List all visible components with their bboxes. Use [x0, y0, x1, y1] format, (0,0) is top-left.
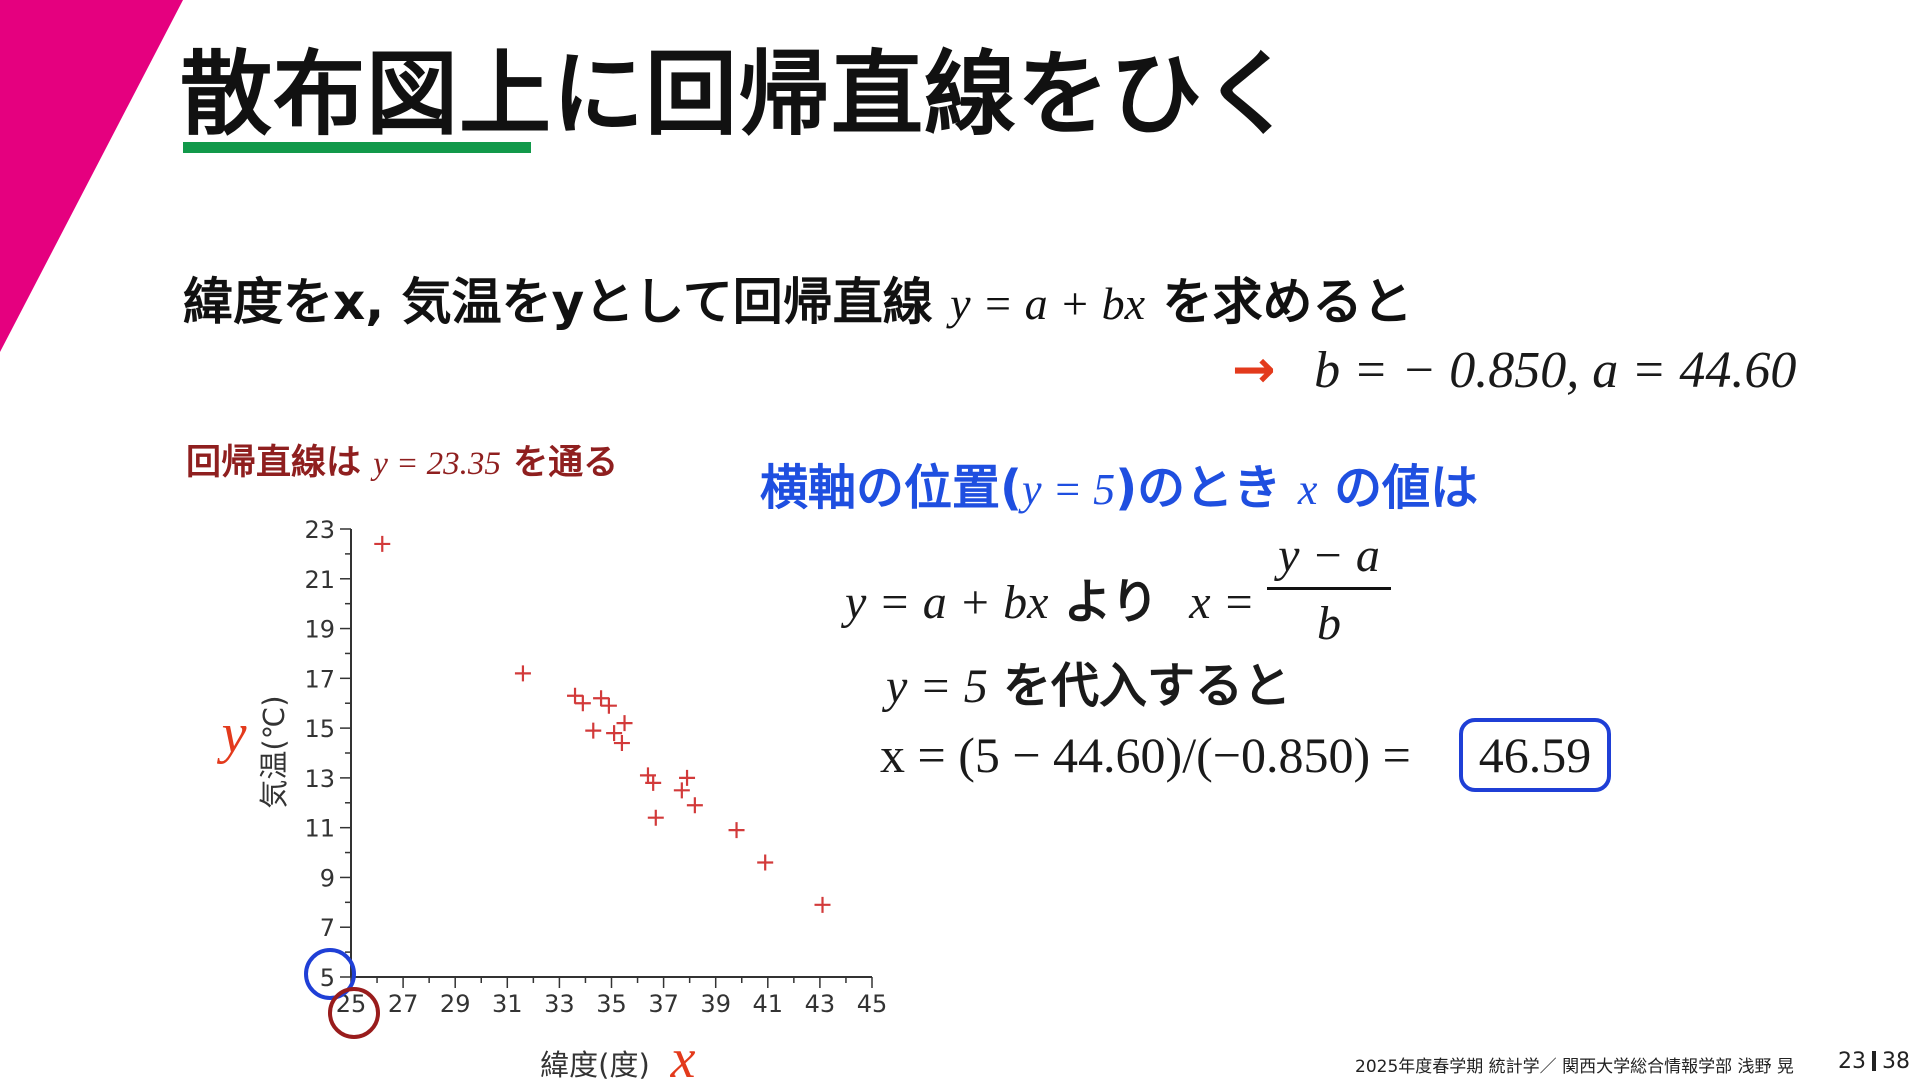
data-point: [574, 695, 591, 712]
fraction-bar: [1267, 587, 1391, 590]
x-tick-label: 41: [753, 990, 784, 1018]
y-axis-label: 気温(℃): [257, 695, 291, 808]
regression-note-formula: y = 23.35: [373, 446, 501, 482]
eq1-jp: より: [1063, 574, 1159, 630]
data-point: [606, 725, 623, 742]
data-point: [593, 690, 610, 707]
question-formula: y = 5: [1021, 465, 1116, 514]
equation-line-1: y = a + bx より x =: [845, 562, 1255, 632]
question-var: x: [1297, 465, 1318, 514]
data-point: [600, 697, 617, 714]
intro-sentence: 緯度をx, 気温をyとして回帰直線 y = a + bx を求めると: [183, 262, 1413, 334]
intro-formula: y = a + bx: [950, 278, 1146, 329]
eq1-lhs: x =: [1189, 576, 1255, 629]
question-line: 横軸の位置(y = 5)のとき x の値は: [760, 448, 1478, 518]
data-point: [374, 535, 391, 552]
x-tick-label: 35: [596, 990, 627, 1018]
data-point: [616, 715, 633, 732]
y-tick-label: 9: [320, 864, 335, 892]
question-pre: 横軸の位置(: [760, 460, 1022, 516]
y-tick-label: 7: [320, 914, 335, 942]
page-number: 23 38: [1838, 1049, 1910, 1074]
intro-text-post: を求めると: [1162, 273, 1413, 331]
x-tick-label: 31: [492, 990, 523, 1018]
data-point: [645, 774, 662, 791]
fraction-numerator: y − a: [1278, 529, 1380, 582]
x-tick-label: 39: [700, 990, 731, 1018]
data-point: [673, 782, 690, 799]
x-axis-label: 緯度(度): [540, 1048, 650, 1080]
intro-text-pre: 緯度をx, 気温をyとして回帰直線: [183, 273, 933, 331]
page-current: 23: [1838, 1049, 1866, 1074]
regression-note: 回帰直線は y = 23.35 を通る: [186, 434, 618, 485]
data-point: [647, 809, 664, 826]
result-line: → b = − 0.850, a = 44.60: [1232, 340, 1796, 400]
x-tick-label: 27: [388, 990, 419, 1018]
x-tick-label: 37: [648, 990, 679, 1018]
fraction-denominator: b: [1317, 597, 1341, 650]
regression-note-pre: 回帰直線は: [186, 443, 362, 483]
y-tick-label: 17: [304, 665, 335, 693]
result-formula: b = − 0.850, a = 44.60: [1314, 342, 1797, 399]
fraction: y − a b: [1267, 528, 1391, 651]
y-axis-symbol: y: [217, 703, 247, 765]
x-tick-label: 43: [805, 990, 836, 1018]
x-tick-label: 33: [544, 990, 575, 1018]
data-point: [514, 665, 531, 682]
y-tick-label: 15: [304, 715, 335, 743]
data-point: [728, 822, 745, 839]
eq3-formula: x = (5 − 44.60)/(−0.850) =: [880, 727, 1411, 783]
y-tick-label: 21: [304, 566, 335, 594]
eq1-formula: y = a + bx: [845, 576, 1049, 629]
regression-note-post: を通る: [513, 443, 619, 483]
title-underline: [183, 142, 531, 153]
eq2-formula: y = 5: [886, 660, 988, 713]
y-tick-label: 13: [304, 765, 335, 793]
data-point: [613, 735, 630, 752]
data-point: [814, 896, 831, 913]
slide-title: 散布図上に回帰直線をひく: [180, 41, 1297, 148]
question-mid: )のとき: [1115, 460, 1282, 516]
data-point: [757, 854, 774, 871]
x-highlight-circle: [328, 987, 380, 1039]
y-tick-label: 23: [304, 516, 335, 544]
answer-box: 46.59: [1459, 718, 1611, 792]
y-tick-label: 11: [304, 815, 335, 843]
data-point: [585, 722, 602, 739]
data-point: [686, 797, 703, 814]
question-post: の値は: [1334, 460, 1479, 516]
data-point: [567, 687, 584, 704]
equation-line-3: x = (5 − 44.60)/(−0.850) =: [880, 726, 1411, 784]
page-total: 38: [1882, 1049, 1910, 1074]
data-point: [679, 769, 696, 786]
y-tick-label: 19: [304, 616, 335, 644]
x-axis-symbol: x: [670, 1028, 696, 1080]
x-tick-label: 45: [857, 990, 888, 1018]
y-tick-label: 5: [320, 964, 335, 992]
y-highlight-circle: [304, 948, 356, 1000]
equation-line-2: y = 5 を代入すると: [886, 646, 1291, 716]
eq2-jp: を代入すると: [1002, 658, 1291, 714]
x-tick-label: 29: [440, 990, 471, 1018]
result-arrow-icon: →: [1232, 340, 1276, 400]
footer-text: 2025年度春学期 統計学／ 関西大学総合情報学部 浅野 晃: [1355, 1057, 1794, 1077]
page-separator: [1872, 1051, 1876, 1071]
